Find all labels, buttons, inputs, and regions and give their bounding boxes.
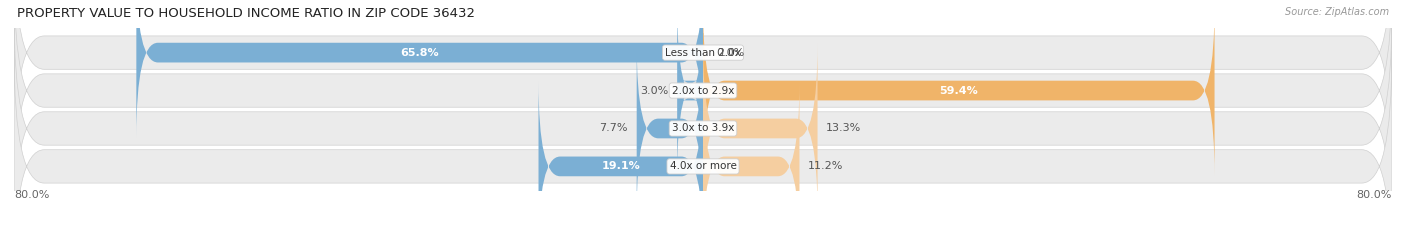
FancyBboxPatch shape bbox=[703, 82, 800, 233]
FancyBboxPatch shape bbox=[703, 6, 1215, 175]
Text: 2.0x to 2.9x: 2.0x to 2.9x bbox=[672, 86, 734, 96]
FancyBboxPatch shape bbox=[14, 50, 1392, 233]
Text: Less than 2.0x: Less than 2.0x bbox=[665, 48, 741, 58]
FancyBboxPatch shape bbox=[637, 44, 703, 213]
Text: 59.4%: 59.4% bbox=[939, 86, 979, 96]
Text: 65.8%: 65.8% bbox=[401, 48, 439, 58]
FancyBboxPatch shape bbox=[14, 0, 1392, 169]
Text: 13.3%: 13.3% bbox=[827, 123, 862, 134]
FancyBboxPatch shape bbox=[678, 6, 703, 175]
FancyBboxPatch shape bbox=[703, 44, 817, 213]
Text: 0.0%: 0.0% bbox=[716, 48, 744, 58]
FancyBboxPatch shape bbox=[14, 0, 1392, 207]
FancyBboxPatch shape bbox=[136, 0, 703, 137]
Text: 80.0%: 80.0% bbox=[14, 190, 49, 200]
Text: 7.7%: 7.7% bbox=[599, 123, 628, 134]
Text: Source: ZipAtlas.com: Source: ZipAtlas.com bbox=[1285, 7, 1389, 17]
Text: 80.0%: 80.0% bbox=[1357, 190, 1392, 200]
Text: 11.2%: 11.2% bbox=[808, 161, 844, 171]
FancyBboxPatch shape bbox=[14, 12, 1392, 233]
FancyBboxPatch shape bbox=[538, 82, 703, 233]
Text: 3.0%: 3.0% bbox=[640, 86, 669, 96]
Text: 4.0x or more: 4.0x or more bbox=[669, 161, 737, 171]
Text: 3.0x to 3.9x: 3.0x to 3.9x bbox=[672, 123, 734, 134]
Text: PROPERTY VALUE TO HOUSEHOLD INCOME RATIO IN ZIP CODE 36432: PROPERTY VALUE TO HOUSEHOLD INCOME RATIO… bbox=[17, 7, 475, 20]
Text: 19.1%: 19.1% bbox=[602, 161, 640, 171]
